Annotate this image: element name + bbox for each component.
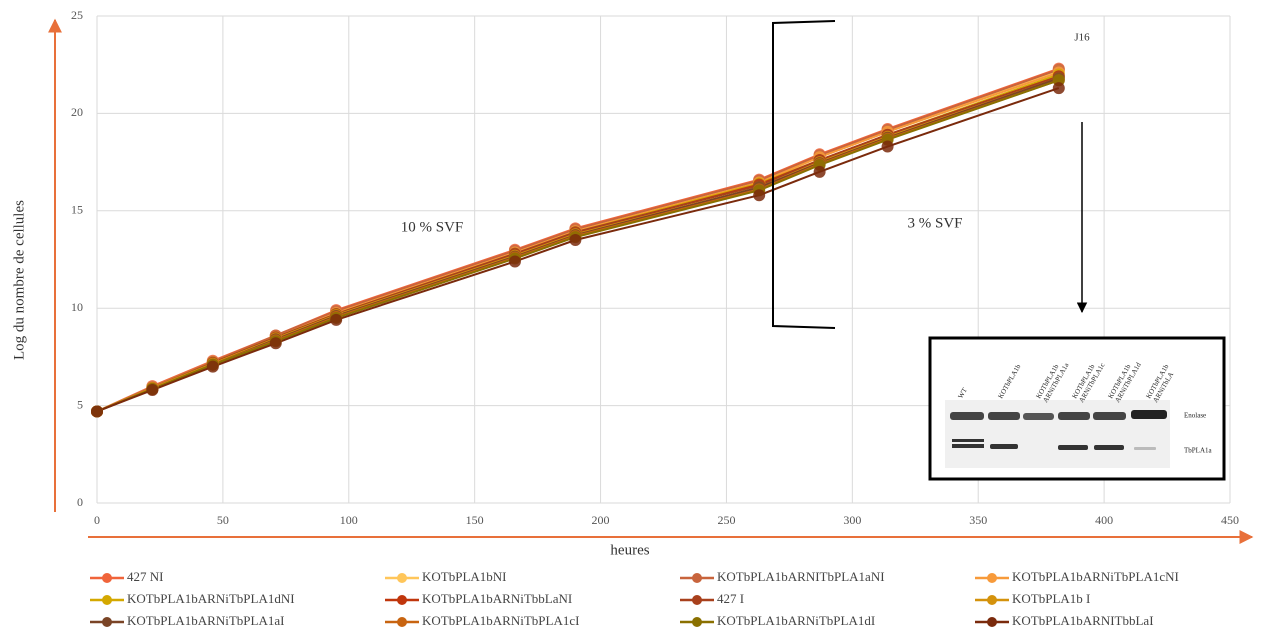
legend-marker	[102, 617, 112, 627]
y-tick-label: 25	[71, 8, 83, 22]
x-tick-label: 300	[843, 513, 861, 527]
band-label: TbPLA1a	[1184, 447, 1213, 455]
series-line	[96, 79, 1060, 413]
data-point	[1052, 82, 1065, 95]
y-tick-label: 5	[77, 397, 83, 411]
legend-marker	[102, 573, 112, 583]
legend-marker	[987, 573, 997, 583]
x-tick-label: 250	[717, 513, 735, 527]
y-tick-label: 10	[71, 300, 83, 314]
legend-label: 427 NI	[127, 569, 163, 584]
x-axis-title: heures	[610, 542, 649, 558]
y-tick-label: 15	[71, 203, 83, 217]
legend-label: KOTbPLA1bNI	[422, 569, 507, 584]
band-label: Enolase	[1184, 412, 1206, 420]
x-tick-label: 100	[340, 513, 358, 527]
legend-marker	[987, 617, 997, 627]
data-point	[569, 234, 582, 247]
x-tick-label: 0	[94, 513, 100, 527]
x-tick-label: 150	[466, 513, 484, 527]
legend-label: KOTbPLA1bARNiTbbLaNI	[422, 591, 572, 606]
western-blot-inset: WT KOTbPLA1b KOTbPLA1bARNiTbPLA1a KOTbPLA1b…	[928, 336, 1226, 481]
x-tick-label: 200	[592, 513, 610, 527]
bracket	[772, 20, 836, 329]
data-point	[269, 337, 282, 350]
legend-label: KOTbPLA1bARNiTbPLA1aI	[127, 613, 284, 628]
legend: 427 NI KOTbPLA1bNI KOTbPLA1bARNITbPLA1aNI K…	[90, 569, 1179, 628]
x-tick-label: 450	[1221, 513, 1239, 527]
legend-marker	[397, 573, 407, 583]
data-point	[813, 165, 826, 178]
legend-label: KOTbPLA1b I	[1012, 591, 1090, 606]
y-tick-label: 0	[77, 495, 83, 509]
legend-label: 427 I	[717, 591, 744, 606]
data-point	[753, 189, 766, 202]
legend-marker	[102, 595, 112, 605]
legend-marker	[397, 617, 407, 627]
data-point	[330, 313, 343, 326]
legend-marker	[397, 595, 407, 605]
data-point	[91, 405, 103, 418]
data-point	[206, 360, 219, 373]
y-axis-title: Log du nombre de cellules	[11, 200, 27, 360]
annotation: 3 % SVF	[907, 215, 962, 231]
annotation: 10 % SVF	[401, 219, 464, 235]
legend-label: KOTbPLA1bARNITbbLaI	[1012, 613, 1154, 628]
data-point	[881, 140, 894, 153]
legend-label: KOTbPLA1bARNiTbPLA1dNI	[127, 591, 295, 606]
plot	[91, 62, 1065, 418]
legend-marker	[692, 617, 702, 627]
legend-marker	[692, 573, 702, 583]
legend-label: KOTbPLA1bARNiTbPLA1dI	[717, 613, 875, 628]
data-point	[146, 384, 159, 397]
x-tick-label: 350	[969, 513, 987, 527]
legend-label: KOTbPLA1bARNITbPLA1aNI	[717, 569, 885, 584]
series-line	[96, 87, 1060, 413]
legend-marker	[692, 595, 702, 605]
legend-marker	[987, 595, 997, 605]
legend-label: KOTbPLA1bARNiTbPLA1cNI	[1012, 569, 1179, 584]
data-point	[508, 255, 521, 268]
y-tick-label: 20	[71, 105, 83, 119]
x-tick-label: 50	[217, 513, 229, 527]
legend-label: KOTbPLA1bARNiTbPLA1cI	[422, 613, 579, 628]
annotation: J16	[1074, 32, 1090, 44]
x-tick-label: 400	[1095, 513, 1113, 527]
